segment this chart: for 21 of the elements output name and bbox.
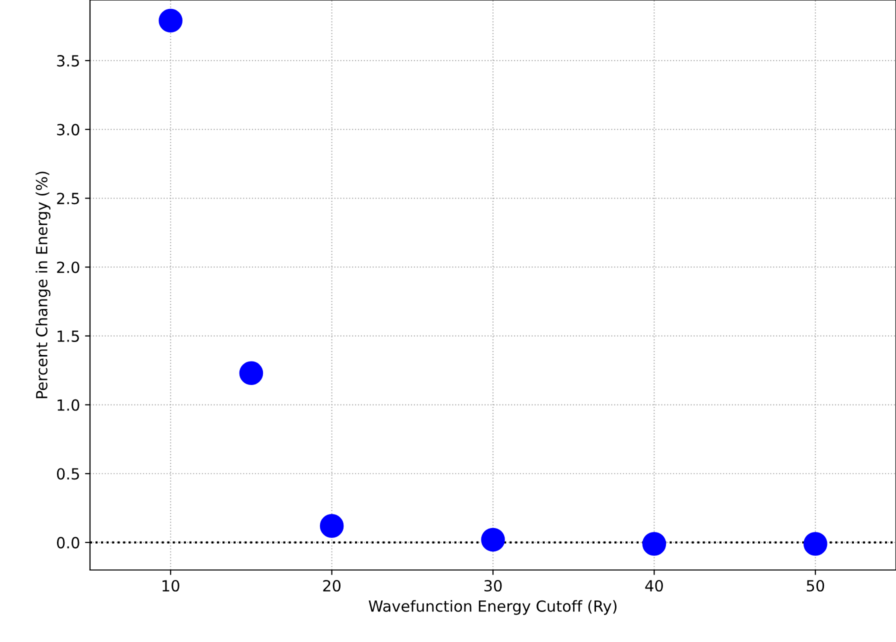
point (158, 8, 182, 33)
point (642, 532, 666, 556)
y-tick-label: 0.5 (56, 468, 79, 480)
y-tick-label: 2.0 (57, 262, 80, 274)
y-tick-label: 2.5 (57, 192, 79, 204)
point (320, 514, 344, 538)
y-axis-title: Percent Change in Energy (%) (36, 172, 50, 398)
point (804, 532, 828, 556)
x-tick-label: 20 (323, 580, 341, 592)
x-tick-label: 10 (162, 580, 180, 592)
point (239, 361, 264, 386)
x-tick-label: 30 (484, 580, 502, 592)
y-tick-label: 3.0 (57, 124, 80, 136)
x-tick-label: 40 (645, 580, 663, 592)
y-tick-label: 0.0 (56, 536, 80, 548)
y-tick-label: 1.0 (58, 399, 80, 411)
y-tick-label: 3.5 (57, 55, 79, 67)
y-tick-label: 1.5 (58, 330, 79, 342)
point (481, 528, 505, 552)
x-tick-label: 50 (806, 580, 824, 592)
x-axis-title: Wavefunction Energy Cutoff (Ry) (368, 600, 616, 615)
